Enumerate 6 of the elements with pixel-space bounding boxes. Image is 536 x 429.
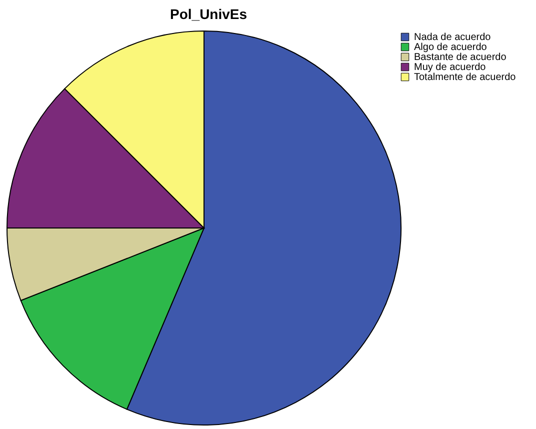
legend-label: Algo de acuerdo <box>414 42 488 53</box>
legend-label: Muy de acuerdo <box>414 62 486 73</box>
legend-label: Totalmente de acuerdo <box>414 72 516 83</box>
legend-label: Nada de acuerdo <box>414 32 492 43</box>
legend-label: Bastante de acuerdo <box>414 52 507 63</box>
chart-title: Pol_UnivEs <box>170 6 248 22</box>
